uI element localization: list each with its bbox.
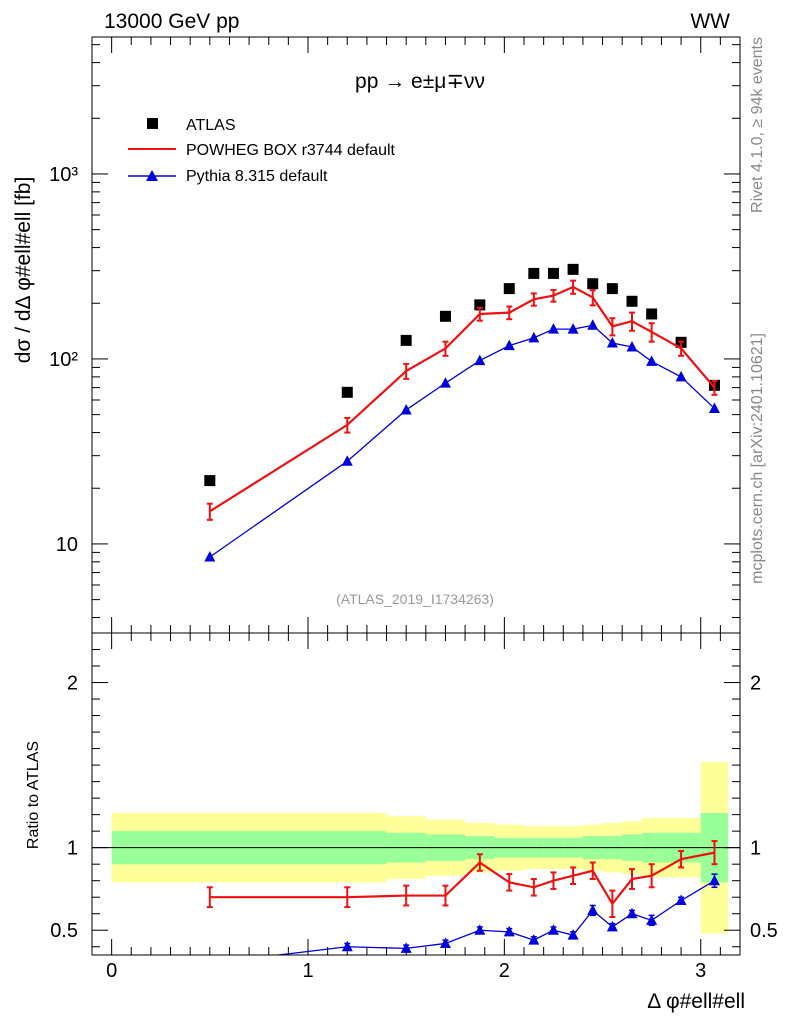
- ratio-y-tick-label-right: 2: [750, 673, 761, 695]
- x-tick-label: 0: [106, 960, 117, 982]
- main-y-axis-label-text: dσ / dΔ φ#ell#ell [fb]: [12, 177, 35, 364]
- pythia-data-point: [400, 403, 412, 415]
- pythia-ratio-point: [547, 924, 559, 935]
- ratio-y-tick-label: 0.5: [50, 920, 78, 942]
- analysis-id: (ATLAS_2019_I1734263): [336, 591, 494, 607]
- pythia-data-point: [547, 323, 559, 334]
- pythia-data-point: [528, 331, 540, 343]
- main-y-tick-label: 10³: [49, 164, 78, 186]
- pythia-ratio-point: [675, 894, 687, 906]
- pythia-ratio-point: [587, 904, 599, 915]
- pythia-data-point: [439, 377, 451, 388]
- ratio-y-tick-label: 1: [67, 838, 78, 860]
- energy-label: 13000 GeV pp: [104, 10, 239, 33]
- source-label: mcplots.cern.ch [arXiv:2401.10621]: [749, 333, 766, 584]
- main-y-axis-label: dσ / dΔ φ#ell#ell [fb]: [12, 177, 35, 364]
- atlas-data-point: [503, 283, 515, 295]
- x-tick-label: 3: [695, 960, 706, 982]
- pythia-data-point: [567, 323, 579, 334]
- ratio-panel-frame: [91, 632, 741, 956]
- atlas-data-point: [567, 263, 579, 275]
- pythia-data-point: [708, 402, 720, 413]
- pythia-data-point: [341, 455, 353, 466]
- pythia-data-point: [626, 341, 638, 352]
- atlas-data-point: [528, 267, 540, 279]
- pythia-ratio-point: [646, 914, 658, 925]
- atlas-data-point: [606, 283, 618, 295]
- pythia-data-point: [474, 354, 486, 366]
- atlas-data-point: [547, 267, 559, 279]
- atlas-data-point: [400, 334, 412, 346]
- pythia-data-point: [587, 319, 599, 330]
- ratio-y-axis-label: Ratio to ATLAS: [25, 741, 42, 849]
- pythia-ratio-point: [626, 907, 638, 919]
- pythia-ratio-point: [606, 920, 618, 932]
- legend: ATLAS POWHEG BOX r3744 default Pythia 8.…: [128, 117, 396, 185]
- pythia-data-point: [606, 336, 618, 348]
- ratio-y-tick-label-right: 0.5: [750, 920, 778, 942]
- ratio-y-tick-label: 2: [67, 673, 78, 695]
- legend-pythia-label: Pythia 8.315 default: [186, 168, 328, 185]
- main-y-tick-label: 10: [56, 534, 78, 556]
- pythia-data-point: [503, 339, 515, 351]
- pythia-data-point: [204, 550, 216, 562]
- main-data-layer: [204, 263, 720, 562]
- atlas-data-point: [646, 308, 658, 320]
- x-tick-label: 1: [302, 960, 313, 982]
- main-y-tick-label: 10²: [49, 349, 78, 371]
- atlas-data-point: [439, 310, 451, 322]
- rivet-label: Rivet 4.1.0, ≥ 94k events: [749, 37, 766, 213]
- pythia-ratio-point: [708, 874, 720, 886]
- atlas-data-point: [341, 386, 353, 398]
- legend-atlas-label: ATLAS: [186, 117, 236, 134]
- ratio-axes: 0.5 0.5 1 1 2 2 0 1 2 3: [50, 633, 778, 982]
- atlas-data-point: [587, 278, 599, 290]
- ratio-y-axis-label-text: Ratio to ATLAS: [25, 741, 42, 849]
- process-tag: WW: [690, 10, 730, 33]
- pythia-data-point: [646, 355, 658, 366]
- pythia-ratio-point: [439, 937, 451, 948]
- atlas-data-point: [204, 475, 216, 487]
- main-axes: 10 10² 10³: [49, 37, 740, 633]
- pythia-ratio-point: [528, 934, 540, 945]
- ratio-data-layer: [206, 840, 720, 955]
- ratio-y-tick-label-right: 1: [750, 838, 761, 860]
- process-formula: pp → e±μ∓νν: [355, 70, 485, 93]
- atlas-data-point: [626, 295, 638, 307]
- pythia-ratio-point: [474, 924, 486, 935]
- pythia-ratio-point: [341, 940, 353, 952]
- legend-powheg-label: POWHEG BOX r3744 default: [186, 142, 396, 159]
- pythia-ratio-point: [400, 942, 412, 953]
- x-axis-label: Δ φ#ell#ell: [647, 990, 745, 1013]
- ratio-clipped-group: [206, 840, 720, 955]
- pythia-ratio-point: [503, 925, 515, 937]
- x-tick-label: 2: [499, 960, 510, 982]
- legend-pythia-marker: [146, 170, 158, 181]
- pythia-data-point: [675, 370, 687, 382]
- atlas-data-point: [474, 299, 486, 311]
- pythia-ratio-point: [567, 929, 579, 940]
- legend-atlas-marker: [147, 118, 158, 129]
